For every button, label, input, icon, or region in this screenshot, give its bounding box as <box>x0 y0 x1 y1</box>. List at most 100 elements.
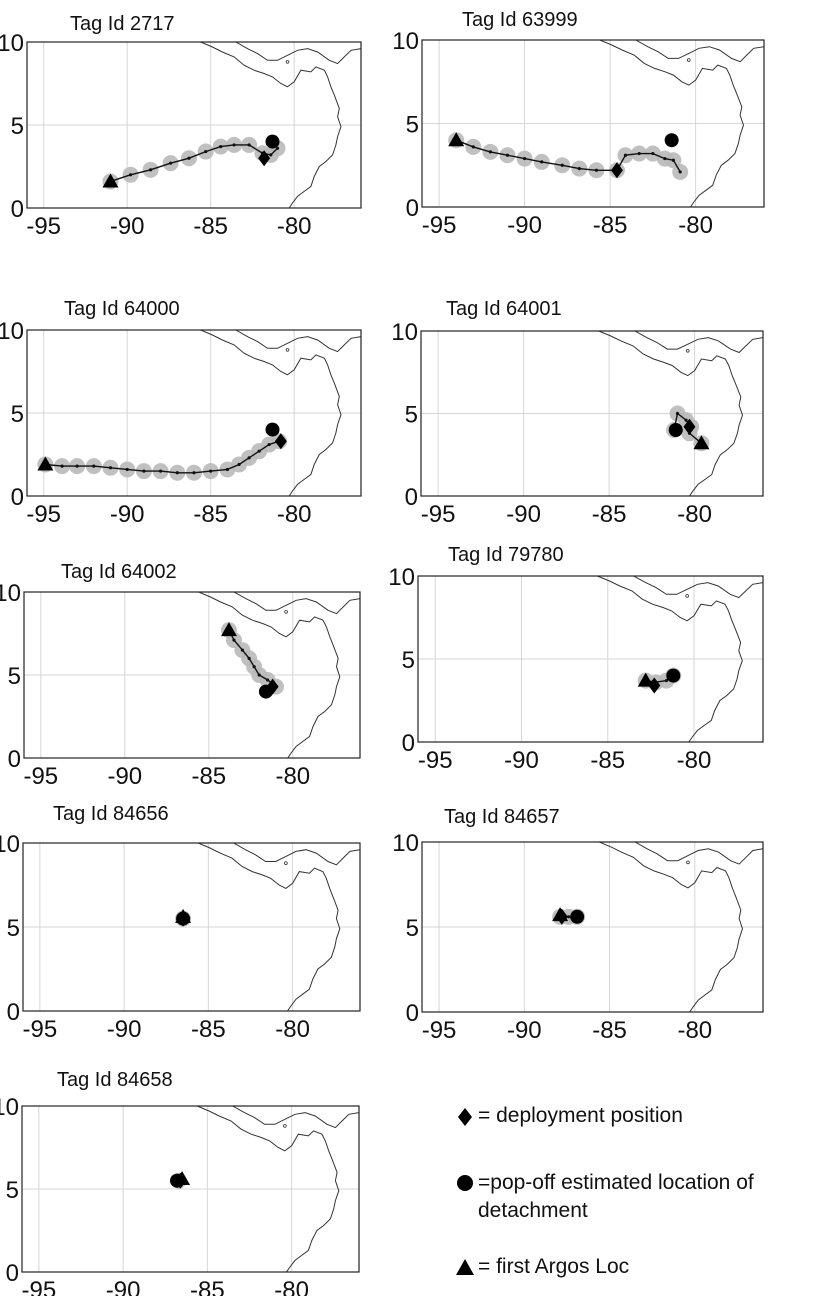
popoff-marker <box>258 684 273 699</box>
plot-panel: -95 -90 -85 -80 0 5 10 <box>0 580 361 790</box>
y-tick-label: 5 <box>8 663 21 690</box>
legend-item-deployment: = deployment position <box>452 1102 814 1130</box>
x-tick-label: -80 <box>677 501 712 528</box>
y-tick-label: 10 <box>0 1094 19 1121</box>
y-tick-label: 10 <box>392 830 419 857</box>
island-marker <box>685 594 689 598</box>
x-tick-label: -80 <box>277 501 312 528</box>
plot-panel: -95 -90 -85 -80 0 5 10 <box>0 831 361 1043</box>
track-line <box>455 139 681 173</box>
popoff-marker <box>176 911 191 926</box>
pacific-coastline <box>597 576 743 742</box>
x-tick-label: -95 <box>23 763 58 790</box>
track-point <box>75 464 79 468</box>
legend-item-popoff: =pop-off estimated location of detachmen… <box>452 1169 814 1225</box>
x-tick-label: -80 <box>677 747 712 774</box>
y-tick-label: 10 <box>392 28 419 55</box>
panel-title-tag-64002: Tag Id 64002 <box>61 561 177 583</box>
track-point <box>247 656 251 661</box>
y-tick-label: 10 <box>0 831 20 858</box>
triangle-icon <box>452 1253 478 1276</box>
x-tick-label: -85 <box>590 747 625 774</box>
track-point <box>232 638 236 642</box>
y-tick-label: 10 <box>0 318 24 345</box>
track-point <box>125 467 129 472</box>
track-point <box>169 161 173 165</box>
track-point <box>266 678 270 682</box>
caribbean-coastline <box>232 1106 359 1129</box>
track-point <box>175 471 179 475</box>
track-point <box>225 467 229 472</box>
track-point <box>678 170 682 174</box>
y-tick-label: 0 <box>405 484 418 511</box>
x-tick-label: -85 <box>191 1016 226 1043</box>
deployment-marker <box>258 150 271 167</box>
plot-panel: -95 -90 -85 -80 0 5 10 <box>391 319 764 528</box>
legend-label-deployment: = deployment position <box>478 1104 683 1127</box>
track-point <box>684 418 688 422</box>
panel-title-tag-64000: Tag Id 64000 <box>64 298 180 320</box>
y-tick-label: 10 <box>0 30 24 57</box>
y-tick-label: 5 <box>11 113 24 140</box>
island-marker <box>686 58 691 62</box>
y-tick-label: 10 <box>0 580 21 607</box>
legend-label-popoff: =pop-off estimated location of detachmen… <box>478 1171 754 1222</box>
x-tick-label: -85 <box>190 1277 225 1296</box>
island-marker <box>686 860 690 865</box>
track-point <box>237 462 241 467</box>
y-tick-label: 5 <box>7 915 20 942</box>
x-tick-label: -85 <box>191 763 226 790</box>
track-point <box>247 456 251 460</box>
track-point <box>159 469 163 473</box>
island-marker <box>285 60 290 64</box>
x-tick-label: -90 <box>106 1277 141 1296</box>
x-tick-label: -90 <box>506 501 541 528</box>
x-tick-label: -80 <box>274 1277 309 1296</box>
x-tick-label: -85 <box>593 212 628 239</box>
caribbean-coastline <box>634 331 763 354</box>
plot-frame <box>421 841 764 1013</box>
plot-frame <box>22 842 361 1012</box>
track-point <box>247 143 251 147</box>
first-argos-marker <box>693 435 710 450</box>
track-point <box>675 411 680 416</box>
x-tick-label: -80 <box>275 763 310 790</box>
track-point <box>560 163 564 167</box>
plot-panel: -95 -90 -85 -80 0 5 10 <box>0 318 362 528</box>
track-point <box>209 469 213 473</box>
deployment-marker <box>274 433 287 450</box>
plot-frame <box>23 591 361 759</box>
track-point <box>252 665 256 669</box>
track-point <box>540 160 544 164</box>
track-point <box>192 471 196 475</box>
pacific-coastline <box>599 40 745 207</box>
pacific-coastline <box>197 1106 340 1272</box>
x-tick-label: -85 <box>592 501 627 528</box>
first-argos-marker <box>448 132 465 147</box>
y-tick-label: 10 <box>391 319 418 346</box>
caribbean-coastline <box>235 330 361 353</box>
track-line <box>228 629 277 688</box>
popoff-marker <box>664 133 679 148</box>
panel-title-tag-79780: Tag Id 79780 <box>448 544 564 566</box>
track-point <box>671 158 675 162</box>
caribbean-coastline <box>233 592 360 615</box>
plot-frame <box>417 575 764 743</box>
x-tick-label: -95 <box>26 213 61 240</box>
first-argos-marker <box>220 622 237 637</box>
y-tick-label: 10 <box>388 564 415 591</box>
track-point <box>567 915 571 919</box>
x-tick-label: -90 <box>110 213 145 240</box>
x-tick-label: -95 <box>418 747 453 774</box>
y-tick-label: 0 <box>406 1000 419 1027</box>
y-tick-label: 5 <box>402 647 415 674</box>
track-point <box>663 156 667 161</box>
x-tick-label: -95 <box>422 1017 457 1044</box>
y-tick-label: 5 <box>11 401 24 428</box>
track-point <box>257 673 261 677</box>
y-tick-label: 0 <box>7 999 20 1026</box>
track-point <box>623 153 628 157</box>
track-point <box>275 146 280 150</box>
diamond-icon <box>452 1102 478 1127</box>
